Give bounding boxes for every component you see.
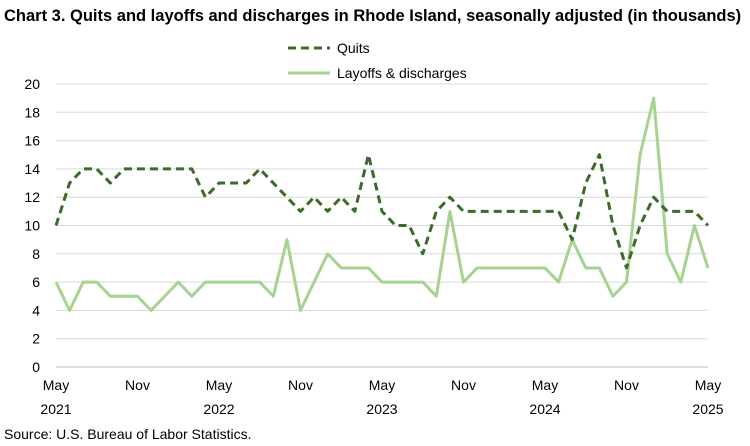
x-tick-label: Nov: [125, 377, 150, 393]
x-tick-label: Nov: [614, 377, 639, 393]
x-tick-label: May: [532, 377, 558, 393]
y-tick-label: 20: [24, 76, 40, 92]
series-lines: [54, 96, 710, 312]
x-tick-year-label: 2024: [529, 401, 560, 417]
x-tick-year-label: 2021: [40, 401, 71, 417]
y-tick-label: 6: [32, 274, 40, 290]
x-tick-year-label: 2022: [203, 401, 234, 417]
legend-label-layoffs-discharges: Layoffs & discharges: [337, 65, 467, 81]
legend-label-quits: Quits: [337, 40, 370, 56]
x-tick-year-label: 2023: [366, 401, 397, 417]
legend: Quits Layoffs & discharges: [288, 40, 467, 81]
x-tick-label: May: [695, 377, 721, 393]
x-tick-label: May: [43, 377, 69, 393]
y-tick-label: 10: [24, 218, 40, 234]
x-tick-label: Nov: [288, 377, 313, 393]
chart-title: Chart 3. Quits and layoffs and discharge…: [4, 7, 742, 25]
source-note: Source: U.S. Bureau of Labor Statistics.: [4, 426, 252, 442]
y-tick-label: 4: [32, 302, 40, 318]
y-tick-label: 0: [32, 359, 40, 375]
y-tick-label: 18: [24, 104, 40, 120]
x-tick-label: Nov: [451, 377, 476, 393]
gridlines: [56, 83, 708, 340]
y-tick-label: 14: [24, 161, 40, 177]
y-tick-label: 12: [24, 189, 40, 205]
y-tick-label: 16: [24, 133, 40, 149]
y-tick-label: 8: [32, 246, 40, 262]
x-tick-label: May: [206, 377, 232, 393]
x-tick-year-label: 2025: [692, 401, 723, 417]
series-line-quits: [54, 153, 710, 270]
y-tick-label: 2: [32, 331, 40, 347]
series-line-layoffs-discharges: [54, 96, 710, 312]
axes: 0 2 4 6 8 10 12 14 16 18 20 May 2021 Nov May 2022 Nov May…: [24, 76, 723, 417]
x-tick-label: May: [369, 377, 395, 393]
